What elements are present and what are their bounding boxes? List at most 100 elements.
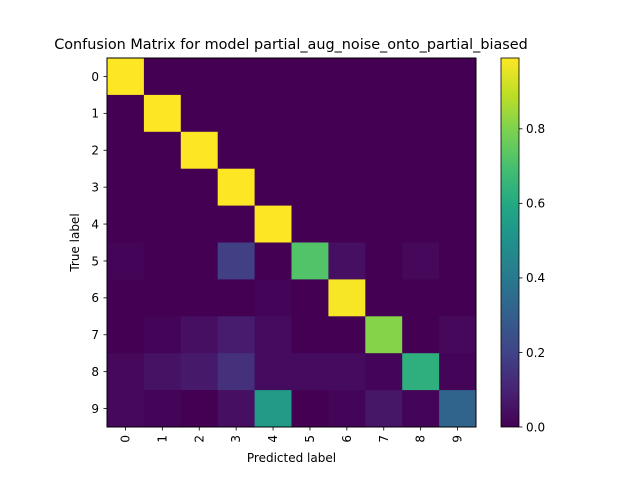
heatmap-cell — [328, 131, 366, 170]
heatmap-cell — [107, 168, 145, 206]
heatmap-cell — [439, 353, 477, 391]
y-axis-label: True label — [68, 213, 82, 272]
heatmap-cell — [217, 242, 255, 280]
x-tick-label: 1 — [155, 435, 169, 443]
heatmap-cell — [328, 58, 366, 96]
heatmap-cell — [439, 131, 477, 170]
heatmap-cell — [291, 390, 329, 428]
heatmap-cell — [143, 242, 182, 280]
heatmap-cell — [217, 168, 255, 206]
y-tick-label: 5 — [91, 254, 99, 268]
y-tick-label: 0 — [91, 70, 99, 84]
heatmap-cell — [439, 242, 477, 280]
heatmap-cell — [180, 205, 219, 243]
heatmap-cell — [365, 168, 403, 206]
y-tick-label: 1 — [91, 107, 99, 121]
x-tick-label: 6 — [340, 435, 354, 443]
heatmap-cell — [365, 205, 403, 243]
heatmap-cell — [143, 390, 182, 428]
colorbar: 0.0 0.2 0.4 0.6 0.8 — [500, 57, 545, 434]
heatmap-cell — [439, 316, 477, 354]
heatmap-cell — [365, 94, 403, 133]
heatmap-cell — [180, 279, 219, 317]
colorbar-tick-label: 0.2 — [526, 346, 545, 360]
heatmap-cell — [365, 390, 403, 428]
heatmap-cell — [180, 390, 219, 428]
heatmap-cell — [402, 390, 440, 428]
y-tick-label: 6 — [91, 291, 99, 305]
y-tick-label: 8 — [91, 365, 99, 379]
heatmap-cell — [180, 58, 219, 96]
colorbar-tick-label: 0.0 — [526, 420, 545, 434]
y-tick-label: 2 — [91, 144, 99, 158]
heatmap-cell — [254, 94, 292, 133]
x-axis-ticks: 0 1 2 3 4 5 6 7 8 9 — [118, 427, 465, 443]
colorbar-tick-label: 0.4 — [526, 271, 545, 285]
heatmap-cell — [180, 131, 219, 170]
heatmap-cell — [254, 205, 292, 243]
x-tick-label: 9 — [451, 435, 465, 443]
heatmap-cell — [180, 316, 219, 354]
heatmap-cell — [402, 279, 440, 317]
heatmap-cell — [439, 58, 477, 96]
heatmap-cell — [107, 353, 145, 391]
y-tick-label: 9 — [91, 402, 99, 416]
heatmap-cell — [107, 131, 145, 170]
heatmap-cell — [143, 205, 182, 243]
heatmap-cell — [328, 242, 366, 280]
heatmap-cell — [217, 316, 255, 354]
heatmap-cell — [217, 94, 255, 133]
plot-frame — [106, 57, 477, 428]
heatmap-cell — [365, 58, 403, 96]
x-tick-label: 3 — [229, 435, 243, 443]
colorbar-tick-label: 0.6 — [526, 197, 545, 211]
heatmap-cell — [254, 168, 292, 206]
heatmap-cell — [217, 390, 255, 428]
chart-title: Confusion Matrix for model partial_aug_n… — [54, 37, 528, 53]
heatmap-cell — [217, 58, 255, 96]
x-tick-label: 5 — [303, 435, 317, 443]
heatmap-cell — [402, 242, 440, 280]
heatmap-cell — [107, 94, 145, 133]
heatmap-cell — [365, 353, 403, 391]
heatmap-cell — [328, 390, 366, 428]
heatmap-cell — [365, 316, 403, 354]
heatmap-cell — [291, 353, 329, 391]
heatmap-cell — [402, 168, 440, 206]
heatmap-cell — [254, 58, 292, 96]
y-tick-label: 4 — [91, 217, 99, 231]
heatmap-cell — [180, 94, 219, 133]
heatmap-cell — [365, 279, 403, 317]
heatmap-cell — [107, 205, 145, 243]
heatmap-cell — [180, 168, 219, 206]
y-axis-ticks: 0 1 2 3 4 5 6 7 8 9 — [91, 70, 107, 416]
heatmap-cell — [328, 94, 366, 133]
colorbar-gradient — [500, 57, 520, 428]
x-tick-label: 0 — [118, 435, 132, 443]
heatmap-cell — [365, 131, 403, 170]
heatmap-cell — [291, 279, 329, 317]
heatmap-cell — [107, 390, 145, 428]
heatmap-cell — [254, 390, 292, 428]
heatmap-cell — [291, 242, 329, 280]
heatmap-cell — [143, 58, 182, 96]
heatmap-cell — [402, 353, 440, 391]
heatmap-cell — [402, 131, 440, 170]
heatmap-cell — [439, 94, 477, 133]
heatmap-cell — [291, 168, 329, 206]
heatmap-cell — [402, 58, 440, 96]
heatmap-cell — [217, 279, 255, 317]
heatmap-cell — [254, 242, 292, 280]
heatmap-cell — [365, 242, 403, 280]
heatmap-cell — [180, 353, 219, 391]
heatmap-cell — [328, 353, 366, 391]
heatmap-cell — [180, 242, 219, 280]
heatmap-cell — [291, 58, 329, 96]
heatmap-cell — [291, 94, 329, 133]
heatmap-cell — [217, 353, 255, 391]
x-tick-label: 7 — [377, 435, 391, 443]
heatmap-cell — [107, 242, 145, 280]
heatmap-cell — [402, 94, 440, 133]
